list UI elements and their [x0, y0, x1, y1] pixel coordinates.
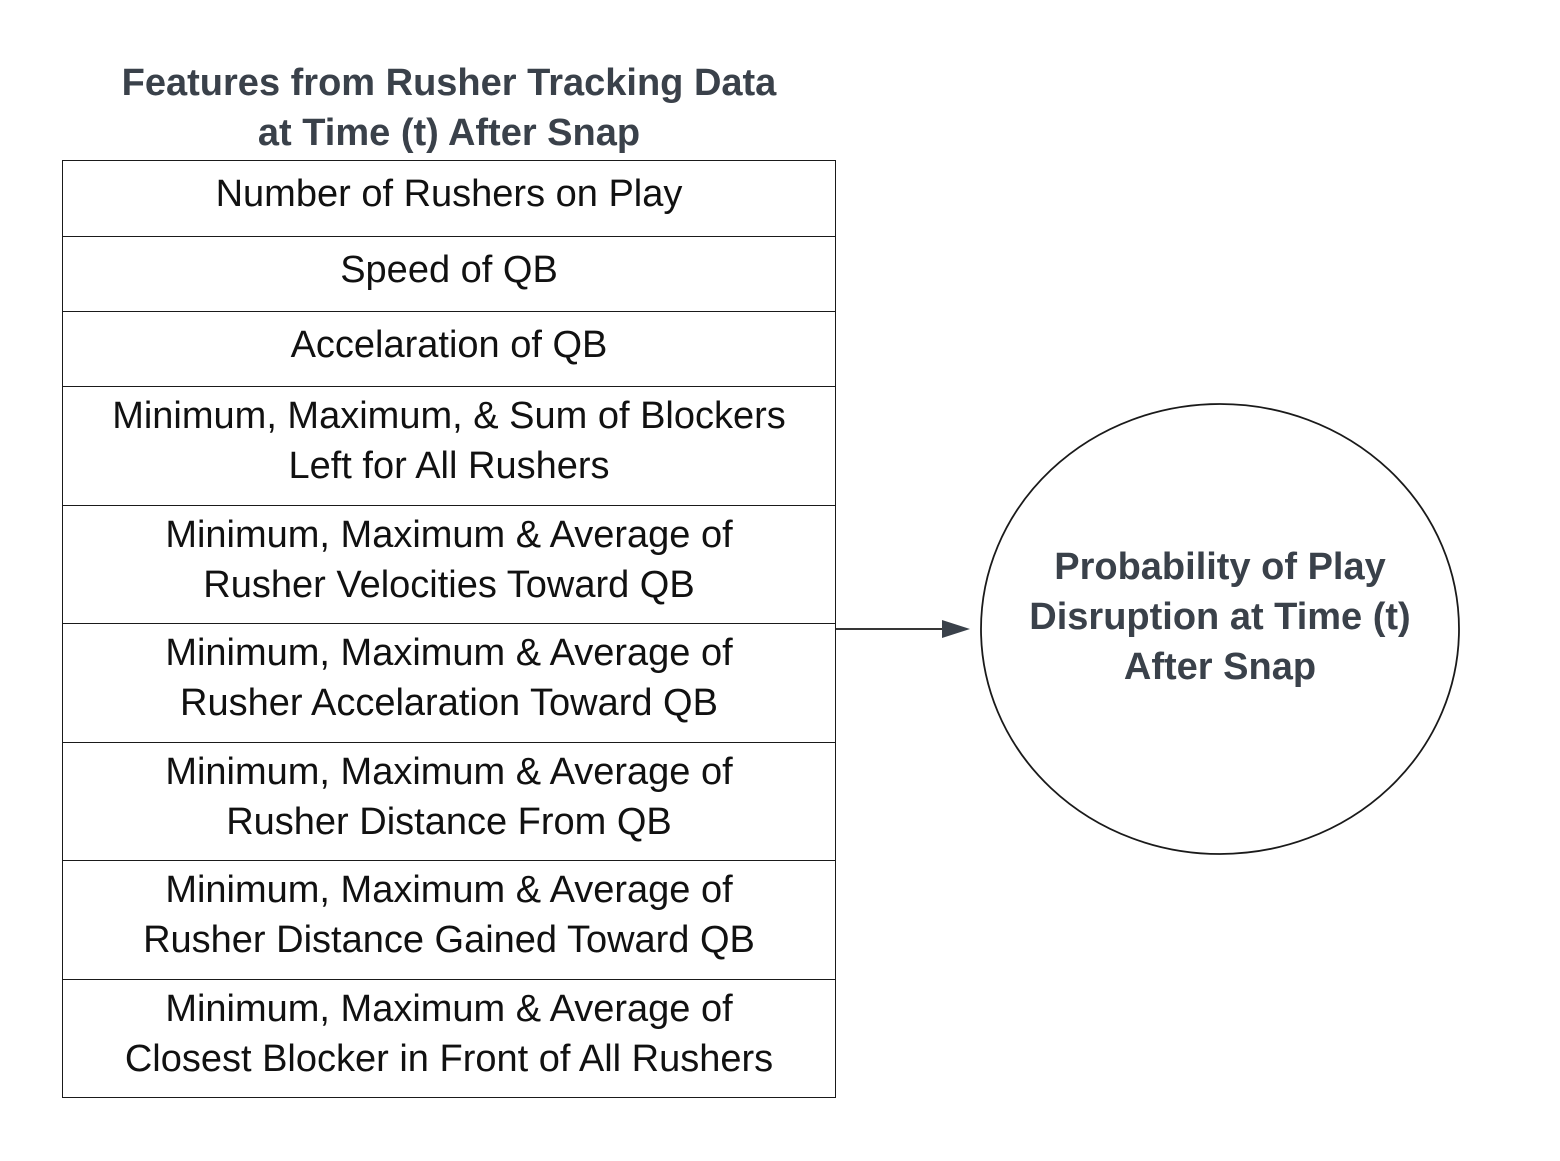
feature-row-text: Minimum, Maximum & Average of: [165, 750, 733, 793]
features-title: Features from Rusher Tracking Data at Ti…: [62, 58, 836, 158]
outcome-label: Probability of Play Disruption at Time (…: [980, 542, 1460, 692]
feature-row-text: Rusher Distance Gained Toward QB: [143, 919, 755, 961]
feature-row-number-of-rushers: Number of Rushers on Play: [63, 161, 835, 236]
outcome-label-line-2: Disruption at Time (t): [1029, 596, 1411, 638]
feature-list: Number of Rushers on Play Speed of QB Ac…: [62, 160, 836, 1098]
feature-row-text: Rusher Accelaration Toward QB: [180, 682, 718, 724]
feature-row-rusher-acceleration: Minimum, Maximum & Average of Rusher Acc…: [63, 623, 835, 742]
feature-row-text: Closest Blocker in Front of All Rushers: [124, 1037, 774, 1080]
feature-row-text: Minimum, Maximum, & Sum of Blockers: [112, 395, 786, 437]
feature-row-rusher-velocities: Minimum, Maximum & Average of Rusher Vel…: [63, 504, 835, 624]
feature-row-closest-blocker: Minimum, Maximum & Average of Closest Bl…: [63, 978, 835, 1098]
feature-row-distance-gained: Minimum, Maximum & Average of Rusher Dis…: [63, 860, 835, 979]
feature-row-text: Minimum, Maximum & Average of: [165, 632, 733, 674]
feature-row-text: Accelaration of QB: [290, 324, 608, 366]
outcome-label-line-3: After Snap: [1123, 646, 1317, 688]
features-title-line-2: at Time (t) After Snap: [257, 112, 641, 154]
arrowhead-icon: [942, 620, 970, 638]
feature-row-text: Left for All Rushers: [288, 445, 610, 487]
feature-row-text: Minimum, Maximum & Average of: [165, 869, 733, 911]
feature-row-text: Speed of QB: [340, 249, 558, 291]
feature-row-qb-speed: Speed of QB: [63, 236, 835, 311]
feature-row-text: Number of Rushers on Play: [215, 173, 683, 215]
features-title-line-1: Features from Rusher Tracking Data: [121, 62, 777, 104]
feature-row-text: Minimum, Maximum & Average of: [165, 513, 733, 556]
feature-row-text: Rusher Distance From QB: [226, 800, 672, 843]
feature-row-text: Minimum, Maximum & Average of: [165, 987, 733, 1030]
feature-row-blockers-left: Minimum, Maximum, & Sum of Blockers Left…: [63, 386, 835, 505]
feature-row-qb-acceleration: Accelaration of QB: [63, 311, 835, 386]
outcome-label-line-1: Probability of Play: [1054, 546, 1386, 588]
feature-row-rusher-distance: Minimum, Maximum & Average of Rusher Dis…: [63, 741, 835, 861]
feature-row-text: Rusher Velocities Toward QB: [203, 563, 695, 606]
